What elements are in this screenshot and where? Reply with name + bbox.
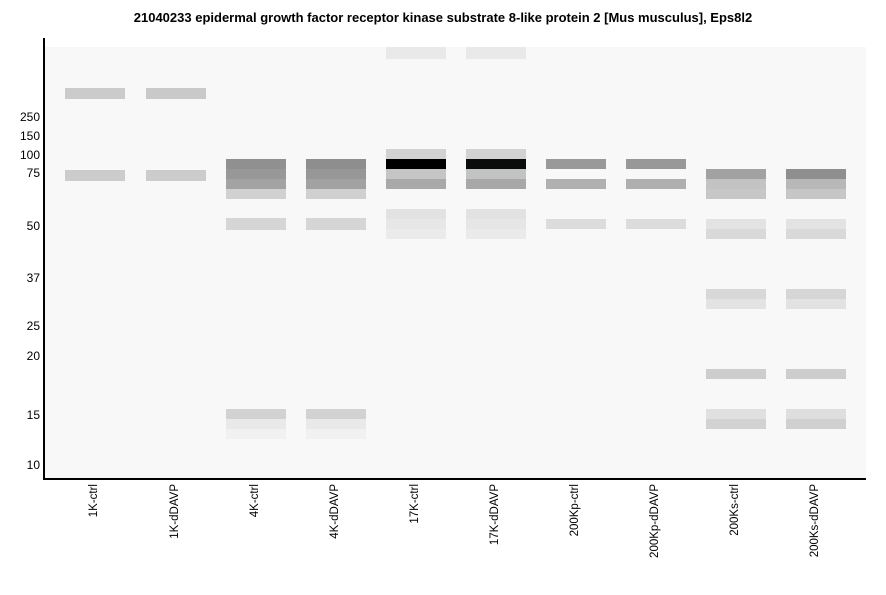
lane-label: 4K-dDAVP bbox=[329, 484, 341, 539]
gel-band bbox=[546, 179, 606, 189]
lane-label: 17K-ctrl bbox=[409, 484, 421, 524]
gel-band bbox=[786, 289, 846, 299]
gel-band bbox=[306, 169, 366, 179]
lane-label: 1K-dDAVP bbox=[169, 484, 181, 539]
gel-band bbox=[65, 170, 125, 181]
gel-band bbox=[226, 189, 286, 199]
gel-band bbox=[306, 189, 366, 199]
gel-band bbox=[786, 229, 846, 239]
y-tick-label: 15 bbox=[26, 408, 40, 422]
gel-band bbox=[786, 169, 846, 179]
gel-band bbox=[306, 429, 366, 439]
lane-label: 1K-ctrl bbox=[88, 484, 100, 518]
lane-label: 17K-dDAVP bbox=[489, 484, 501, 546]
y-tick-label: 75 bbox=[26, 166, 40, 180]
gel-band bbox=[706, 169, 766, 179]
gel-band bbox=[386, 179, 446, 189]
lane-label: 200Ks-ctrl bbox=[729, 484, 741, 536]
gel-band bbox=[306, 179, 366, 189]
y-tick-label: 150 bbox=[19, 129, 40, 143]
lane-label: 200Ks-dDAVP bbox=[809, 484, 821, 558]
gel-band bbox=[626, 219, 686, 229]
y-tick-label: 20 bbox=[26, 349, 40, 363]
gel-band bbox=[226, 429, 286, 439]
gel-band bbox=[786, 369, 846, 379]
gel-band bbox=[706, 419, 766, 429]
gel-band bbox=[226, 159, 286, 169]
gel-band bbox=[146, 170, 206, 181]
gel-band bbox=[786, 189, 846, 199]
y-axis-line bbox=[43, 38, 45, 480]
gel-band bbox=[626, 159, 686, 169]
gel-band bbox=[786, 299, 846, 309]
gel-band bbox=[546, 159, 606, 169]
gel-band bbox=[306, 419, 366, 429]
chart-title: 21040233 epidermal growth factor recepto… bbox=[133, 10, 753, 25]
y-tick-label: 37 bbox=[26, 271, 40, 285]
gel-band bbox=[706, 179, 766, 189]
gel-band bbox=[786, 419, 846, 429]
gel-band bbox=[706, 289, 766, 299]
gel-band bbox=[146, 88, 206, 99]
gel-band bbox=[386, 229, 446, 239]
gel-band bbox=[226, 218, 286, 230]
gel-band bbox=[786, 179, 846, 189]
y-tick-label: 100 bbox=[19, 148, 40, 162]
gel-band bbox=[65, 88, 125, 99]
gel-band bbox=[466, 149, 526, 159]
gel-band bbox=[466, 219, 526, 229]
gel-band bbox=[706, 409, 766, 419]
gel-band bbox=[386, 149, 446, 159]
gel-plot-area bbox=[45, 47, 866, 478]
gel-band bbox=[706, 369, 766, 379]
x-axis-line bbox=[43, 478, 866, 480]
gel-band bbox=[386, 169, 446, 179]
gel-band bbox=[626, 179, 686, 189]
gel-band bbox=[466, 179, 526, 189]
gel-band bbox=[306, 409, 366, 419]
gel-band bbox=[706, 229, 766, 239]
gel-band bbox=[706, 189, 766, 199]
y-tick-label: 10 bbox=[26, 458, 40, 472]
gel-band bbox=[786, 219, 846, 229]
gel-band bbox=[226, 419, 286, 429]
gel-band bbox=[466, 169, 526, 179]
gel-band bbox=[226, 179, 286, 189]
lane-label: 200Kp-dDAVP bbox=[649, 484, 661, 558]
gel-band bbox=[466, 47, 526, 59]
lane-label: 200Kp-ctrl bbox=[569, 484, 581, 537]
gel-band bbox=[466, 229, 526, 239]
gel-band bbox=[386, 47, 446, 59]
gel-band bbox=[306, 159, 366, 169]
gel-band bbox=[706, 299, 766, 309]
gel-band bbox=[386, 209, 446, 219]
y-tick-label: 250 bbox=[19, 110, 40, 124]
gel-band bbox=[706, 219, 766, 229]
y-tick-label: 25 bbox=[26, 319, 40, 333]
gel-band bbox=[386, 219, 446, 229]
gel-band bbox=[466, 209, 526, 219]
gel-band bbox=[546, 219, 606, 229]
gel-band bbox=[306, 218, 366, 230]
gel-band bbox=[786, 409, 846, 419]
gel-band bbox=[226, 169, 286, 179]
y-tick-label: 50 bbox=[26, 219, 40, 233]
gel-band bbox=[466, 159, 526, 169]
gel-band bbox=[226, 409, 286, 419]
lane-label: 4K-ctrl bbox=[249, 484, 261, 518]
gel-band bbox=[386, 159, 446, 169]
